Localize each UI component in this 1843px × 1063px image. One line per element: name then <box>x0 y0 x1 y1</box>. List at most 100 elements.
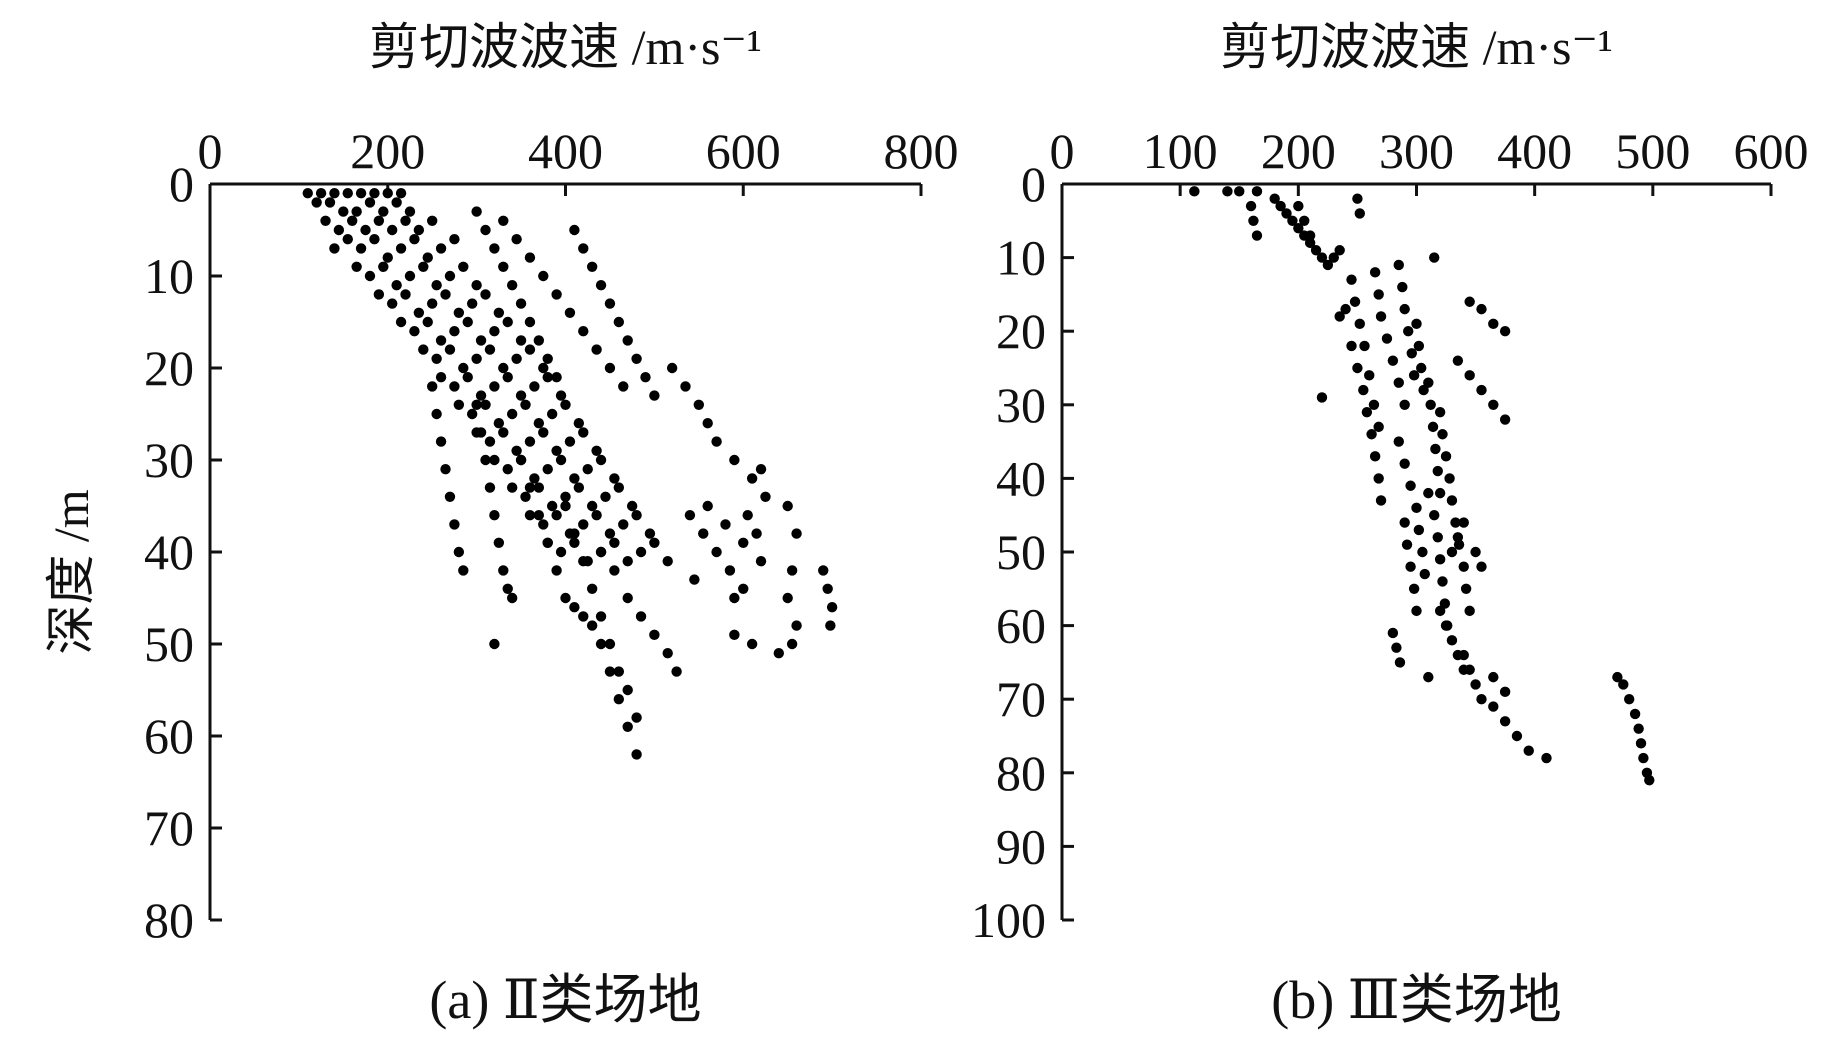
data-point <box>515 298 527 309</box>
data-point <box>498 215 509 226</box>
y-tick-label: 20 <box>144 340 194 396</box>
data-point <box>1251 186 1263 197</box>
data-point <box>604 362 616 374</box>
data-point <box>693 399 705 410</box>
data-point <box>613 316 625 328</box>
data-point <box>1458 517 1469 528</box>
data-point <box>1417 546 1428 558</box>
data-point <box>1346 340 1357 352</box>
data-point <box>1369 451 1381 462</box>
x-axis-title: 剪切波波速 /m·s⁻¹ <box>369 19 762 75</box>
data-point <box>391 197 402 208</box>
data-point <box>320 215 331 226</box>
data-point <box>444 344 456 355</box>
data-point <box>440 464 451 475</box>
data-point <box>1427 421 1439 433</box>
data-point <box>515 454 527 466</box>
data-point <box>391 280 402 291</box>
data-point <box>1373 289 1384 300</box>
data-point <box>1299 215 1310 226</box>
data-point <box>573 482 585 493</box>
data-point <box>618 381 629 392</box>
data-point <box>773 648 784 659</box>
data-point <box>351 206 362 217</box>
data-point <box>569 224 580 236</box>
data-point <box>680 381 691 392</box>
data-point <box>489 510 500 521</box>
data-point <box>1434 554 1446 565</box>
data-point <box>1470 546 1481 558</box>
data-point <box>311 197 322 208</box>
data-point <box>1316 392 1328 403</box>
data-point <box>555 454 567 466</box>
data-point <box>551 289 562 300</box>
data-point <box>582 464 593 475</box>
data-point <box>418 261 429 272</box>
data-point <box>1439 598 1451 609</box>
data-point <box>471 399 482 410</box>
data-point <box>1629 708 1641 720</box>
data-point <box>1464 605 1475 617</box>
data-point <box>1499 414 1511 425</box>
data-point <box>1403 326 1414 337</box>
data-point <box>329 188 340 199</box>
data-point <box>498 427 509 438</box>
data-point <box>511 234 522 245</box>
data-point <box>569 537 580 548</box>
data-point <box>560 500 571 512</box>
data-point <box>489 326 500 337</box>
data-point <box>1394 657 1406 668</box>
data-point <box>1425 399 1436 410</box>
data-point <box>786 565 798 576</box>
data-point <box>1434 605 1446 617</box>
data-point <box>729 592 740 604</box>
data-point <box>551 372 562 383</box>
data-point <box>1375 495 1387 506</box>
data-point <box>480 289 491 300</box>
data-point <box>1464 664 1475 675</box>
data-point <box>1432 465 1443 477</box>
data-point <box>422 316 433 328</box>
data-point <box>1346 274 1357 285</box>
data-point <box>1349 296 1361 307</box>
data-point <box>542 464 553 475</box>
data-point <box>1275 200 1286 212</box>
x-tick-label: 600 <box>706 123 781 179</box>
data-point <box>622 556 633 567</box>
data-point <box>782 500 793 512</box>
data-point <box>1444 473 1455 484</box>
data-point <box>355 188 367 199</box>
data-point <box>1269 193 1280 204</box>
data-point <box>626 500 638 512</box>
data-point <box>591 445 602 456</box>
data-point <box>573 418 585 429</box>
y-tick-label: 60 <box>996 598 1046 654</box>
data-point <box>449 381 460 392</box>
data-point <box>1352 362 1363 374</box>
data-point <box>791 528 802 539</box>
data-point <box>649 390 660 401</box>
y-tick-label: 70 <box>996 671 1046 727</box>
data-point <box>578 243 589 254</box>
data-point <box>369 188 380 199</box>
x-axis-title: 剪切波波速 /m·s⁻¹ <box>1220 19 1613 75</box>
data-point <box>1334 311 1345 322</box>
chart-panel-a: 0 200 400 600 800 0 10 20 30 40 50 60 70 80 剪切波波速 /m·s… <box>43 19 959 1030</box>
data-point <box>542 372 553 383</box>
data-point <box>1328 252 1339 263</box>
data-point <box>369 234 380 245</box>
data-point <box>444 491 456 502</box>
data-point <box>1446 495 1458 506</box>
data-point <box>511 445 522 456</box>
data-point <box>1434 487 1446 499</box>
data-point <box>1488 318 1499 330</box>
data-point <box>1397 281 1408 293</box>
data-point <box>1310 245 1322 256</box>
data-point <box>1361 406 1373 418</box>
data-point <box>1251 230 1263 241</box>
data-point <box>493 537 505 548</box>
data-point <box>462 316 473 328</box>
data-point <box>1432 532 1443 543</box>
data-point <box>475 427 487 438</box>
